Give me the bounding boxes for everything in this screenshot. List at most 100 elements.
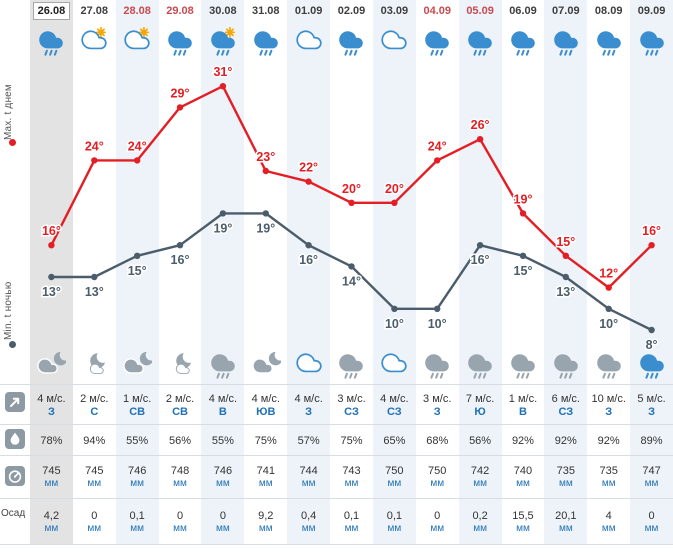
wind-direction-link[interactable]: В [518, 405, 527, 418]
pressure-value: 735 [599, 465, 618, 477]
date-cell[interactable]: 07.09 [544, 0, 587, 22]
date-label: 08.09 [594, 5, 623, 17]
wind-direction-link[interactable]: З [433, 405, 441, 418]
column-stripe-31.08 [244, 0, 288, 544]
pressure-value: 740 [513, 465, 533, 477]
max-temp-point [519, 210, 527, 217]
date-cell[interactable]: 28.08 [116, 0, 159, 22]
date-cell[interactable]: 27.08 [73, 0, 116, 22]
wind-speed-value: 4 м/с. [294, 392, 323, 405]
column-stripe-28.08 [115, 0, 159, 544]
date-cell[interactable]: 06.09 [502, 0, 545, 22]
max-temp-label: 22° [299, 161, 318, 175]
max-temp-label: 16° [42, 224, 61, 238]
wind-direction-link[interactable]: В [218, 405, 227, 418]
min-temp-point [562, 273, 569, 281]
date-label: 28.08 [123, 5, 151, 17]
cloud-rain-gray-icon [330, 350, 373, 380]
max-temp-label: 15° [556, 235, 575, 249]
precipitation-unit: мм [644, 523, 659, 534]
humrow-cell: 78% [30, 428, 73, 454]
pressure-value: 747 [642, 465, 661, 477]
date-cell[interactable]: 26.08 [30, 0, 73, 22]
wind-direction-link[interactable]: Ю [474, 405, 486, 418]
cloud-icon [287, 25, 330, 58]
precipitation-value: 20,1 [555, 510, 577, 522]
wind-speed-value: 1 м/с. [508, 392, 538, 405]
windrow-cell: 3 м/с. З [416, 388, 459, 422]
moon-cloud-icon [116, 350, 159, 380]
date-cell[interactable]: 03.09 [373, 0, 416, 22]
max-temp-point [219, 83, 227, 90]
humrow-cell: 55% [116, 428, 159, 454]
sun-cloud-icon [116, 25, 159, 58]
pressure-unit: мм [601, 478, 616, 489]
precipitation-value: 4,2 [43, 510, 60, 522]
precipitation-unit: мм [301, 523, 316, 534]
date-cell[interactable]: 01.09 [287, 0, 330, 22]
precipitation-value: 0,1 [343, 510, 360, 522]
min-temp-point [262, 210, 269, 217]
wind-direction-link[interactable]: СЗ [387, 405, 402, 418]
presrow-cell: 741 мм [244, 458, 287, 496]
preciprow-cell: 0 мм [73, 502, 116, 542]
humidity-value: 78% [40, 435, 63, 447]
presrow-cell: 750 мм [373, 458, 416, 496]
max-temp-point [262, 167, 269, 175]
min-temp-label: 13° [42, 285, 61, 299]
preciprow-cell: 0,1 мм [330, 502, 373, 542]
date-cell[interactable]: 04.09 [416, 0, 459, 22]
max-temp-point [648, 242, 655, 249]
humidity-value: 89% [640, 435, 663, 447]
max-temp-label: 26° [471, 118, 490, 132]
pressure-value: 746 [213, 465, 233, 477]
wind-direction-link[interactable]: З [305, 405, 313, 418]
wind-speed-value: 2 м/с. [165, 392, 195, 405]
wind-direction-link[interactable]: З [648, 405, 655, 418]
pressure-value: 742 [470, 465, 490, 477]
wind-direction-link[interactable]: СВ [172, 405, 188, 418]
date-cell[interactable]: 08.09 [587, 0, 630, 22]
precipitation-value: 0 [434, 510, 441, 522]
date-cell[interactable]: 29.08 [159, 0, 202, 22]
date-cell[interactable]: 31.08 [244, 0, 287, 22]
max-temp-point [476, 136, 484, 143]
humrow-cell: 68% [416, 428, 459, 454]
pressure-unit: мм [344, 478, 359, 489]
divider [0, 384, 673, 385]
wind-direction-link[interactable]: З [605, 405, 613, 418]
humidity-value: 75% [340, 435, 363, 447]
wind-direction-link[interactable]: СВ [129, 405, 146, 418]
divider [0, 498, 673, 499]
pressure-unit: мм [173, 478, 187, 489]
cloud-icon [373, 25, 416, 58]
max-temp-legend-dot [9, 139, 16, 146]
wind-direction-link[interactable]: З [47, 405, 55, 418]
wind-direction-link[interactable]: СЗ [558, 405, 574, 418]
humidity-value: 65% [383, 435, 406, 447]
column-stripe-09.09 [630, 0, 673, 544]
date-cell[interactable]: 05.09 [459, 0, 502, 22]
min-temp-label: 13° [556, 285, 575, 299]
cloud-rain-gray-icon [459, 350, 502, 380]
wind-direction-link[interactable]: ЮВ [256, 405, 276, 418]
precipitation-value: 0,1 [129, 510, 145, 522]
preciprow-cell: 0 мм [630, 502, 673, 542]
min-temp-point [48, 273, 55, 281]
date-label: 03.09 [380, 5, 409, 17]
wind-direction-link[interactable]: СЗ [344, 405, 359, 418]
precipitation-row-label: Осад [1, 508, 26, 519]
date-cell[interactable]: 09.09 [630, 0, 673, 22]
humidity-value: 56% [169, 435, 192, 447]
windrow-cell: 1 м/с. В [502, 388, 545, 422]
date-label: 09.09 [637, 5, 666, 17]
date-cell[interactable]: 30.08 [201, 0, 244, 22]
pressure-unit: мм [44, 478, 59, 489]
date-cell[interactable]: 02.09 [330, 0, 373, 22]
max-temp-point [134, 157, 141, 164]
pressure-unit: мм [644, 478, 659, 489]
wind-direction-link[interactable]: С [90, 405, 99, 418]
preciprow-cell: 4 мм [587, 502, 630, 542]
pressure-value: 750 [385, 465, 404, 477]
